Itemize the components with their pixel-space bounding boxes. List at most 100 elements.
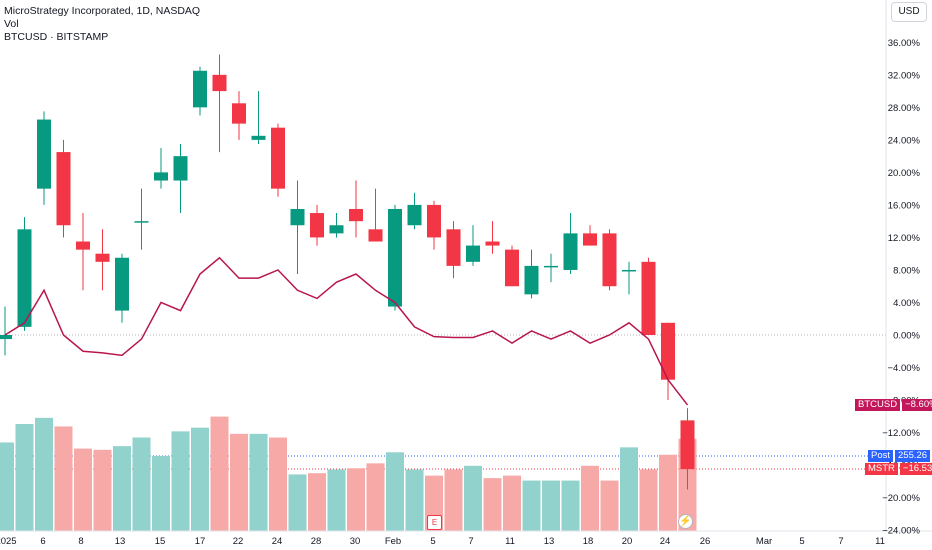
volume-bar	[620, 447, 638, 531]
time-scale-label: Mar	[756, 536, 772, 547]
time-scale-label: Feb	[385, 536, 401, 547]
candle-body	[290, 208, 305, 226]
time-scale-label: 30	[350, 536, 361, 547]
candle-body	[583, 233, 597, 246]
candle-body	[544, 265, 558, 268]
btcusd-price-tag: BTCUSD−8.60%	[855, 399, 932, 411]
candle-body	[310, 213, 324, 238]
candle-body	[368, 229, 383, 242]
time-scale-label: 7	[468, 536, 473, 547]
time-scale-label: 13	[115, 536, 126, 547]
volume-bar	[152, 455, 170, 531]
price-scale-label: 28.00%	[888, 103, 921, 114]
time-scale[interactable]: 2025 6 8 13 15 17 22 24 28 30 Feb 5 7 11 13 18 20 24 26 Mar…	[0, 536, 885, 547]
time-scale-label: 17	[195, 536, 206, 547]
legend-main-symbol[interactable]: MicroStrategy Incorporated, 1D, NASDAQ	[4, 5, 201, 17]
volume-bar	[444, 469, 463, 531]
candle-body	[115, 257, 129, 311]
time-scale-label: 20	[622, 536, 633, 547]
volume-bars	[0, 416, 697, 531]
time-scale-label: 6	[40, 536, 45, 547]
price-scale-label: 12.00%	[888, 233, 921, 244]
price-scale-label: 36.00%	[888, 38, 921, 49]
candle-body	[56, 152, 71, 226]
volume-bar	[308, 473, 326, 531]
time-scale-label: 15	[155, 536, 166, 547]
volume-bar	[405, 469, 424, 531]
price-scale-label: 16.00%	[888, 200, 921, 211]
candle-body	[466, 245, 480, 262]
volume-bar	[54, 426, 73, 531]
post-tag-value: 255.26	[895, 450, 931, 462]
volume-bar	[366, 463, 385, 531]
volume-bar	[74, 448, 92, 531]
candle-body	[563, 233, 578, 270]
volume-bar	[347, 468, 365, 531]
dividend-flash-icon[interactable]: ⚡	[678, 514, 693, 529]
price-scale-label: 8.00%	[893, 265, 920, 276]
candlesticks	[0, 54, 695, 490]
time-scale-label: 11	[875, 536, 885, 547]
candle-body	[271, 127, 285, 189]
volume-bar	[327, 469, 346, 531]
volume-bar	[659, 454, 677, 531]
post-price-tag: Post 255.26	[868, 450, 931, 462]
volume-bar	[230, 433, 248, 531]
candle-body	[212, 74, 227, 92]
volume-bar	[386, 452, 404, 531]
candle-body	[388, 208, 402, 307]
volume-bar	[639, 469, 658, 531]
legend-volume[interactable]: Vol	[4, 18, 19, 30]
volume-bar	[132, 437, 151, 531]
price-scale-label: −20.00%	[882, 493, 920, 504]
price-scale-label: 0.00%	[893, 331, 920, 342]
time-scale-label: 13	[544, 536, 555, 547]
candle-body	[641, 261, 656, 335]
volume-bar	[542, 480, 560, 531]
btcusd-tag-value: −8.60%	[902, 399, 932, 411]
volume-bar	[35, 417, 53, 531]
earnings-event-marker[interactable]: E	[427, 515, 442, 530]
candle-body	[407, 204, 422, 226]
post-tag-name: Post	[868, 450, 894, 462]
mstr-tag-value: −16.53%	[899, 463, 932, 475]
time-scale-label: 24	[660, 536, 671, 547]
candle-body	[427, 204, 441, 238]
legend-compare-symbol[interactable]: BTCUSD · BITSTAMP	[4, 31, 109, 43]
candle-body	[505, 249, 519, 287]
mstr-tag-name: MSTR	[865, 463, 898, 475]
volume-bar	[269, 437, 287, 531]
time-scale-label: 28	[311, 536, 322, 547]
volume-bar	[113, 446, 131, 531]
price-scale-label: −12.00%	[882, 428, 920, 439]
time-scale-label: 22	[233, 536, 244, 547]
candle-body	[349, 208, 363, 222]
candle-body	[446, 229, 461, 266]
volume-bar	[171, 431, 190, 531]
candle-body	[661, 322, 675, 380]
volume-bar	[522, 480, 541, 531]
candle-body	[37, 119, 51, 189]
btc-compare-line	[4, 256, 689, 406]
candle-body	[193, 70, 207, 108]
candle-body	[17, 229, 32, 327]
time-scale-label: 18	[583, 536, 594, 547]
candle-body	[95, 253, 110, 262]
volume-bar	[600, 480, 619, 531]
time-scale-label: 5	[430, 536, 435, 547]
volume-bar	[191, 427, 209, 531]
candle-body	[485, 241, 500, 246]
candle-body	[680, 420, 695, 470]
volume-bar	[210, 416, 229, 531]
price-scale-label: 20.00%	[888, 168, 921, 179]
volume-bar	[249, 433, 268, 531]
time-scale-label: 7	[838, 536, 843, 547]
volume-bar	[581, 465, 599, 531]
volume-bar	[464, 465, 482, 531]
currency-button[interactable]: USD	[891, 2, 927, 22]
price-scale-label: 24.00%	[888, 135, 921, 146]
candle-body	[524, 265, 539, 295]
candle-body	[251, 135, 266, 140]
chart-legend: MicroStrategy Incorporated, 1D, NASDAQ V…	[4, 5, 200, 44]
